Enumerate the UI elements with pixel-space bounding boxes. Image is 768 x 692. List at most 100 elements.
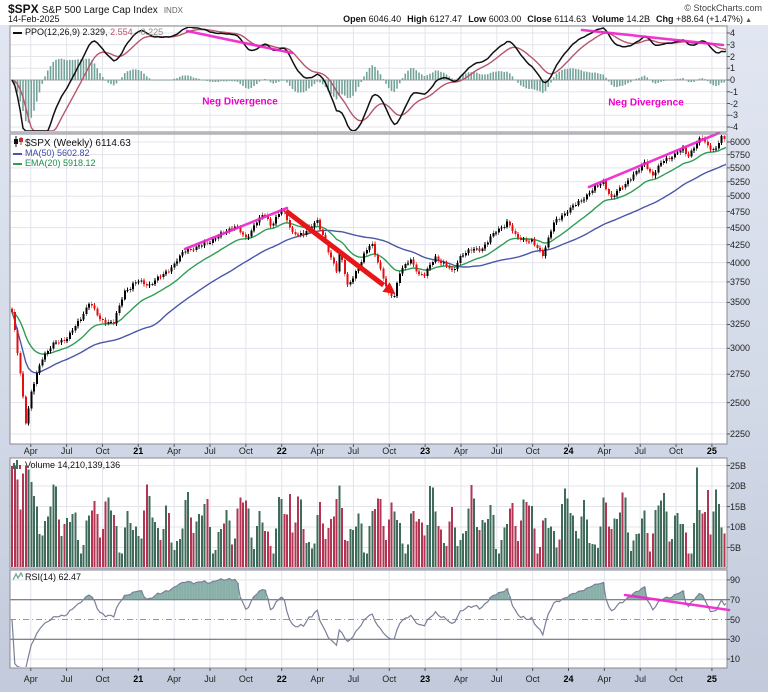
x-tick-month-label: Apr [310,674,325,684]
ma50-swatch-icon [13,152,22,155]
rsi-legend-label: RSI(14) 62.47 [25,572,82,582]
volume-y-tick-label: 15B [730,501,747,512]
ppo-y-tick-label: 4 [730,28,736,38]
price-y-tick-label: 2250 [730,428,751,439]
ppo-y-tick-label: -3 [730,110,739,121]
x-tick-month-label: Apr [453,446,468,456]
ppo-y-tick-label: 0 [730,75,736,85]
quote-stats-row: Open 6046.40 High 6127.47 Low 6003.00 Close… [337,14,752,24]
price-y-tick-label: 2500 [730,397,751,408]
x-tick-month-label: Apr [453,674,468,684]
rsi-y-tick-label: 30 [730,634,741,645]
x-tick-month-label: Jul [634,446,646,456]
x-tick-month-label: Apr [23,674,38,684]
x-tick-month-label: Jul [60,674,73,684]
rsi-y-tick-label: 50 [730,614,741,625]
x-tick-year-label: 21 [133,674,144,684]
ppo-y-tick-label: 2 [730,51,736,62]
stat-label: Volume [592,14,624,24]
price-y-tick-label: 2750 [730,369,751,380]
rsi-y-tick-label: 90 [730,574,741,585]
stat-label: Open [343,14,367,24]
price-y-tick-label: 4750 [730,206,751,217]
price-y-tick-label: 3500 [730,297,751,308]
stat-value: 6046.40 [366,14,402,24]
x-tick-month-label: Jul [634,674,646,684]
x-tick-year-label: 25 [706,446,717,456]
stat-label: Close [527,14,552,24]
neg-divergence-annotation: Neg Divergence [608,97,684,109]
ppo-y-tick-label: -1 [730,86,739,97]
x-tick-month-label: Oct [95,674,110,684]
x-tick-year-label: 22 [276,446,287,456]
x-tick-month-label: Oct [669,674,684,684]
stat-label: High [407,14,428,24]
x-tick-month-label: Jul [347,674,360,684]
x-tick-month-label: Jul [347,446,360,456]
ma50-legend: MA(50) 5602.82 [13,148,90,158]
exchange-label: INDX [163,6,183,15]
ema20-legend-label: EMA(20) 5918.12 [25,158,96,168]
ma50-legend-label: MA(50) 5602.82 [25,148,90,158]
candlestick-icon [13,136,23,150]
price-y-tick-label: 6000 [730,136,751,147]
x-tick-month-label: Apr [167,446,182,456]
neg-divergence-annotation: Neg Divergence [202,96,278,108]
rsi-zigzag-icon [12,571,24,583]
volume-y-tick-label: 25B [730,460,747,471]
price-y-tick-label: 4000 [730,257,751,268]
x-tick-month-label: Jul [204,446,216,456]
x-tick-year-label: 21 [133,446,144,456]
price-y-tick-label: 3750 [730,276,751,287]
ppo-y-tick-label: 1 [730,63,736,74]
price-y-tick-label: 5500 [730,162,751,173]
x-tick-year-label: 24 [563,446,574,456]
x-tick-month-label: Oct [382,674,397,684]
price-legend-label: $SPX (Weekly) 6114.63 [25,138,131,149]
ppo-hist-value: -0.225 [137,27,164,37]
stat-value: +88.64 (+1.47%) [673,14,744,24]
x-tick-month-label: Oct [669,446,684,456]
ema20-swatch-icon [13,162,22,165]
ppo-line-swatch-icon [13,31,22,34]
x-tick-month-label: Apr [310,446,325,456]
x-tick-month-label: Apr [23,446,38,456]
rsi-y-tick-label: 70 [730,594,741,605]
copyright-notice: © StockCharts.com [684,3,762,13]
volume-legend-label: Volume 14,210,139,136 [25,460,121,470]
x-tick-year-label: 23 [420,446,431,456]
x-tick-month-label: Oct [382,446,397,456]
ppo-y-tick-label: -4 [730,122,739,132]
stat-value: 14.2B [623,14,650,24]
volume-legend: Volume 14,210,139,136 [13,459,120,471]
stat-value: 6127.47 [427,14,463,24]
ppo-y-tick-label: -2 [730,98,739,109]
x-tick-year-label: 24 [563,674,574,684]
symbol-name: S&P 500 Large Cap Index [41,5,158,16]
ema20-legend: EMA(20) 5918.12 [13,158,96,168]
volume-y-tick-label: 5B [730,542,742,553]
symbol-ticker: $SPX [8,2,39,16]
x-tick-month-label: Apr [597,674,612,684]
x-tick-month-label: Oct [238,446,253,456]
price-y-tick-label: 5000 [730,191,751,202]
stat-value: 6114.63 [551,14,587,24]
price-y-tick-label: 3250 [730,319,751,330]
x-tick-month-label: Oct [525,674,540,684]
x-tick-month-label: Oct [238,674,253,684]
ppo-legend: PPO(12,26,9) 2.329, 2.554, -0.225 [13,27,163,37]
x-tick-year-label: 25 [706,674,717,684]
x-tick-month-label: Jul [204,674,216,684]
stat-label: Low [468,14,487,24]
chart-header: $SPX S&P 500 Large Cap Index INDX [8,2,183,16]
x-tick-month-label: Oct [95,446,110,456]
stat-value: 6003.00 [486,14,522,24]
price-y-tick-label: 5250 [730,176,751,187]
volume-bars-icon [13,459,23,471]
price-y-tick-label: 4500 [730,222,751,233]
price-y-tick-label: 4250 [730,239,751,250]
x-tick-month-label: Apr [167,674,182,684]
x-tick-month-label: Jul [60,446,73,456]
